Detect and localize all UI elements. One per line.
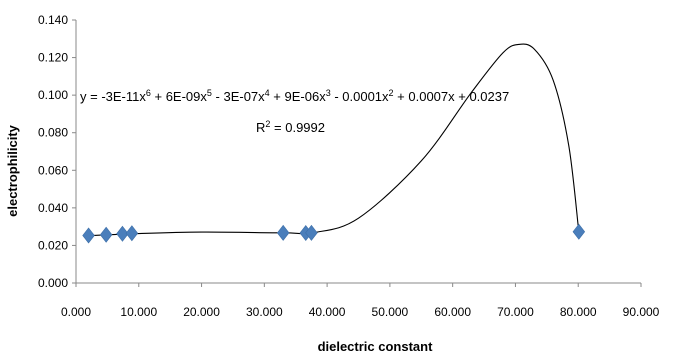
y-tick-label: 0.000	[38, 276, 68, 290]
data-point	[116, 225, 129, 242]
axes	[72, 19, 642, 287]
x-tick-labels: 0.000 10.000 20.000 30.000 40.000 50.000 60.00…	[61, 305, 660, 319]
y-tick-label: 0.060	[38, 163, 68, 177]
y-tick-label: 0.100	[38, 88, 68, 102]
data-point	[82, 227, 95, 244]
y-axis-title: electrophilicity	[5, 124, 20, 217]
y-tick-label: 0.020	[38, 238, 68, 252]
x-tick-label: 40.000	[309, 305, 346, 319]
y-tick-label: 0.140	[38, 13, 68, 27]
data-point	[572, 223, 586, 240]
x-tick-label: 70.000	[497, 305, 534, 319]
y-tick-label: 0.120	[38, 51, 68, 65]
data-point	[99, 226, 113, 243]
data-point	[125, 225, 139, 242]
data-point	[305, 224, 318, 241]
trendline-curve	[88, 43, 580, 237]
y-tick-label: 0.040	[38, 201, 68, 215]
x-tick-label: 0.000	[61, 305, 91, 319]
x-tick-label: 80.000	[560, 305, 597, 319]
trendline-r-squared: R2 = 0.9992	[256, 119, 325, 135]
data-point	[276, 224, 290, 241]
data-points	[82, 223, 586, 244]
trendline-equation: y = -3E-11x6 + 6E-09x5 - 3E-07x4 + 9E-06…	[80, 88, 509, 104]
y-tick-labels: 0.000 0.020 0.040 0.060 0.080 0.100 0.120 0.140	[38, 13, 68, 290]
y-tick-label: 0.080	[38, 126, 68, 140]
x-tick-label: 10.000	[120, 305, 157, 319]
x-axis-title: dielectric constant	[318, 339, 434, 354]
x-tick-label: 90.000	[623, 305, 660, 319]
x-tick-label: 30.000	[246, 305, 283, 319]
x-tick-label: 20.000	[183, 305, 220, 319]
x-tick-label: 60.000	[434, 305, 471, 319]
x-tick-label: 50.000	[372, 305, 409, 319]
